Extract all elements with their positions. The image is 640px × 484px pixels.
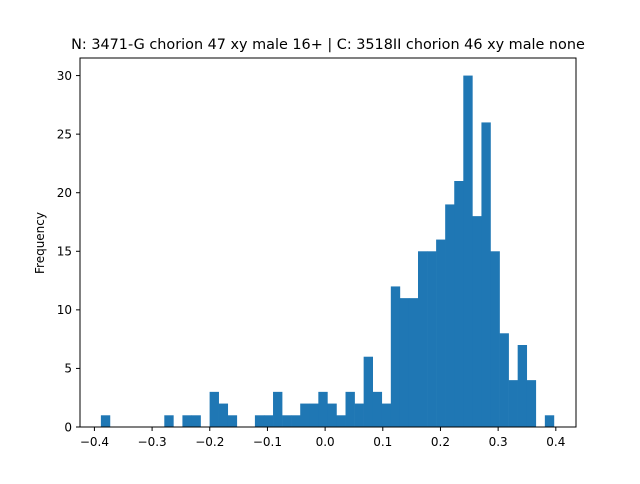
axes-frame [79, 57, 577, 428]
histogram-bar [336, 415, 346, 427]
histogram-bar [345, 391, 355, 427]
histogram-bar [273, 391, 283, 427]
histogram-bar [544, 415, 555, 427]
histogram-bar [472, 216, 482, 427]
histogram-bar [309, 403, 319, 427]
histogram-bar [227, 415, 238, 427]
histogram-bar [218, 403, 229, 427]
histogram-bar [463, 75, 473, 427]
histogram-bar [517, 345, 528, 427]
y-tick-label: 5 [64, 362, 72, 376]
histogram-bar [282, 415, 292, 427]
y-axis: 0 5 10 15 20 25 30 [57, 69, 80, 434]
histogram-bar [508, 380, 518, 427]
y-tick-label: 10 [57, 303, 72, 317]
histogram-bar [363, 356, 373, 427]
y-tick-label: 0 [64, 420, 72, 434]
histogram-bar [390, 286, 401, 427]
histogram-bar [418, 251, 428, 427]
x-tick-label: 0.1 [373, 435, 392, 449]
x-tick-label: 0.2 [431, 435, 450, 449]
histogram-bar [408, 298, 419, 427]
histogram-bar [263, 415, 274, 427]
histogram-bar [100, 415, 111, 427]
bars-group [100, 75, 555, 428]
histogram-bar [481, 122, 491, 428]
histogram-bar [300, 403, 310, 427]
histogram-bar [327, 403, 337, 427]
histogram-bar [381, 403, 392, 427]
x-tick-label: −0.3 [138, 435, 167, 449]
y-tick-label: 30 [57, 69, 72, 83]
histogram-bar [209, 391, 219, 427]
histogram-bar [182, 415, 192, 427]
histogram-bar [291, 415, 301, 427]
x-tick-label: −0.2 [195, 435, 224, 449]
y-tick-label: 20 [57, 186, 72, 200]
y-axis-label: Frequency [33, 212, 47, 274]
x-tick-label: −0.1 [253, 435, 282, 449]
histogram-bar [436, 239, 446, 427]
y-tick-label: 25 [57, 127, 72, 141]
histogram-bar [372, 391, 383, 427]
histogram-bar [164, 415, 174, 427]
histogram-bar [427, 251, 437, 427]
x-tick-label: 0.3 [489, 435, 508, 449]
histogram-bar [454, 181, 464, 427]
histogram-bar [318, 391, 328, 427]
x-tick-label: 0.0 [316, 435, 335, 449]
histogram-bar [499, 333, 509, 427]
histogram-bar [445, 204, 455, 427]
x-axis: −0.4 −0.3 −0.2 −0.1 0.0 0.1 0.2 0.3 0.4 [80, 427, 565, 449]
histogram-bar [526, 380, 537, 427]
histogram-bar [399, 298, 410, 427]
chart-title: N: 3471-G chorion 47 xy male 16+ | C: 35… [71, 37, 585, 53]
histogram-bar [354, 403, 364, 427]
x-tick-label: −0.4 [80, 435, 109, 449]
x-tick-label: 0.4 [546, 435, 565, 449]
histogram-bar [490, 251, 500, 427]
y-tick-label: 15 [57, 245, 72, 259]
histogram-bar [191, 415, 201, 427]
histogram-bar [254, 415, 265, 427]
